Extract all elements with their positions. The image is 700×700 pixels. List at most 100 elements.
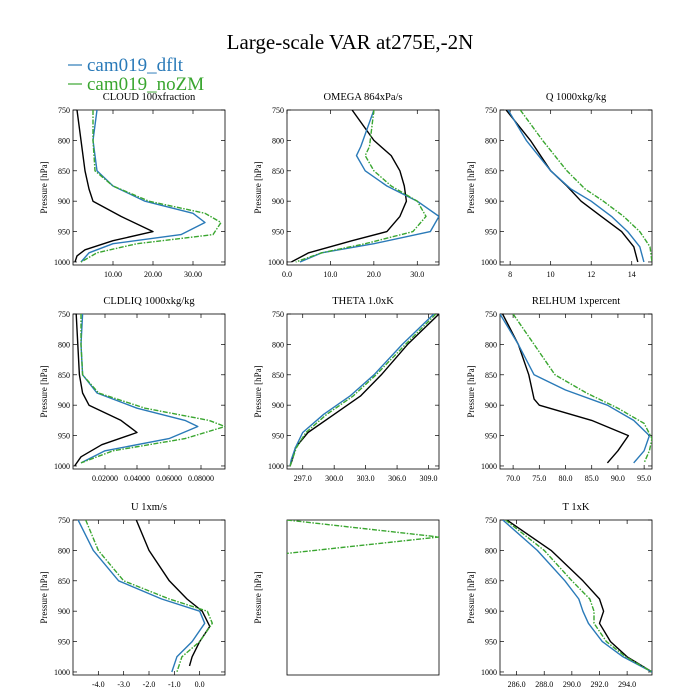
y-tick-label-0-0: 750 <box>58 106 70 115</box>
y-tick-label-1-0: 750 <box>272 106 284 115</box>
y-tick-label-2-5: 1000 <box>481 258 497 267</box>
x-tick-label-2-1: 10 <box>547 270 555 279</box>
y-tick-label-6-1: 800 <box>58 546 70 555</box>
y-tick-label-6-3: 900 <box>58 607 70 616</box>
series-line-5-0 <box>501 314 630 464</box>
y-tick-label-8-1: 800 <box>485 546 497 555</box>
y-tick-label-5-4: 950 <box>485 432 497 441</box>
y-tick-label-3-4: 950 <box>58 432 70 441</box>
series-line-4-2 <box>289 314 437 467</box>
panel-grid: CLOUD 100xfraction 750 800 850 900 950 1000 10.… <box>39 92 653 689</box>
plot-frame-1 <box>286 109 440 266</box>
x-tick-label-1-3: 30.0 <box>410 270 424 279</box>
panel-title-8: T 1xK <box>563 502 590 513</box>
y-tick-label-2-3: 900 <box>485 197 497 206</box>
y-tick-label-1-5: 1000 <box>268 258 284 267</box>
plot-frame-8 <box>499 519 653 676</box>
y-tick-label-2-0: 750 <box>485 106 497 115</box>
y-tick-label-2-4: 950 <box>485 228 497 237</box>
series-line-8-2 <box>505 520 652 673</box>
x-tick-label-2-3: 14 <box>628 270 636 279</box>
plot-frame-3 <box>72 313 226 470</box>
x-tick-label-2-2: 12 <box>587 270 595 279</box>
x-tick-label-6-4: 0.0 <box>195 680 205 689</box>
x-tick-label-1-0: 0.0 <box>282 270 292 279</box>
series-line-3-1 <box>80 314 199 464</box>
series-line-1-2 <box>295 110 427 263</box>
panel-8: T 1xK 750 800 850 900 950 1000 286.0 288.0 290.0 2… <box>466 502 653 689</box>
y-tick-label-3-5: 1000 <box>54 462 70 471</box>
y-tick-label-0-2: 850 <box>58 167 70 176</box>
panel-title-6: U 1xm/s <box>131 502 167 513</box>
y-tick-label-1-1: 800 <box>272 136 284 145</box>
series-line-6-1 <box>77 520 206 673</box>
y-tick-label-1-4: 950 <box>272 228 284 237</box>
series-line-3-2 <box>80 314 225 464</box>
x-tick-label-0-0: 10.00 <box>104 270 122 279</box>
legend-label-0: cam019_dflt <box>87 55 184 76</box>
y-tick-label-0-1: 800 <box>58 136 70 145</box>
x-tick-label-2-0: 8 <box>508 270 512 279</box>
panel-1: OMEGA 864xPa/s 750 800 850 900 950 1000 0.0 10.0… <box>253 92 440 279</box>
series-line-1-1 <box>299 110 439 263</box>
x-tick-label-8-3: 292.0 <box>590 680 608 689</box>
x-tick-label-5-2: 80.0 <box>559 474 573 483</box>
y-tick-label-0-3: 900 <box>58 197 70 206</box>
panel-6: U 1xm/s 750 800 850 900 950 1000 -4.0 -3.0 -2.0 -1… <box>39 502 226 689</box>
x-tick-label-3-0: 0.02000 <box>92 474 118 483</box>
series-line-1-0 <box>290 110 408 263</box>
x-tick-label-4-0: 297.0 <box>294 474 312 483</box>
x-tick-label-3-1: 0.04000 <box>124 474 150 483</box>
y-axis-label-7: Pressure [hPa] <box>253 571 263 623</box>
x-tick-label-5-3: 85.0 <box>585 474 599 483</box>
y-axis-label-2: Pressure [hPa] <box>466 161 476 213</box>
y-tick-label-4-4: 950 <box>272 432 284 441</box>
y-axis-label-0: Pressure [hPa] <box>39 161 49 213</box>
x-tick-label-6-1: -3.0 <box>117 680 130 689</box>
plot-frame-0 <box>72 109 226 266</box>
plot-frame-2 <box>499 109 653 266</box>
x-tick-label-3-3: 0.08000 <box>188 474 214 483</box>
x-tick-label-0-2: 30.00 <box>184 270 202 279</box>
x-tick-label-1-1: 10.0 <box>323 270 337 279</box>
x-tick-label-5-0: 70.0 <box>506 474 520 483</box>
x-tick-label-1-2: 20.0 <box>367 270 381 279</box>
y-tick-label-3-1: 800 <box>58 340 70 349</box>
y-tick-label-2-1: 800 <box>485 136 497 145</box>
x-tick-label-4-2: 303.0 <box>357 474 375 483</box>
panel-title-0: CLOUD 100xfraction <box>103 92 196 103</box>
x-tick-label-5-1: 75.0 <box>532 474 546 483</box>
y-axis-label-3: Pressure [hPa] <box>39 365 49 417</box>
series-line-7-0 <box>287 520 439 555</box>
y-tick-label-5-0: 750 <box>485 310 497 319</box>
y-tick-label-5-5: 1000 <box>481 462 497 471</box>
y-tick-label-8-5: 1000 <box>481 668 497 677</box>
y-tick-label-0-5: 1000 <box>54 258 70 267</box>
panel-2: Q 1000xkg/kg 750 800 850 900 950 1000 8 10 12 14 Pr… <box>466 92 653 279</box>
x-tick-label-6-0: -4.0 <box>92 680 105 689</box>
legend-label-1: cam019_noZM <box>87 74 204 95</box>
x-tick-label-8-1: 288.0 <box>535 680 553 689</box>
x-tick-label-0-1: 20.00 <box>144 270 162 279</box>
y-tick-label-8-2: 850 <box>485 577 497 586</box>
y-axis-label-4: Pressure [hPa] <box>253 365 263 417</box>
y-axis-label-8: Pressure [hPa] <box>466 571 476 623</box>
y-tick-label-5-2: 850 <box>485 371 497 380</box>
series-line-0-1 <box>80 110 206 263</box>
y-tick-label-1-2: 850 <box>272 167 284 176</box>
x-tick-label-8-0: 286.0 <box>508 680 526 689</box>
series-line-4-0 <box>289 314 439 467</box>
y-tick-label-2-2: 850 <box>485 167 497 176</box>
panel-7: Pressure [hPa] <box>253 519 440 676</box>
y-tick-label-4-2: 850 <box>272 371 284 380</box>
y-tick-label-8-3: 900 <box>485 607 497 616</box>
series-line-5-2 <box>512 314 652 464</box>
series-line-8-1 <box>502 520 652 673</box>
y-tick-label-6-2: 850 <box>58 577 70 586</box>
panel-5: RELHUM 1xpercent 750 800 850 900 950 1000 70.0 7… <box>466 296 653 483</box>
series-line-6-2 <box>85 520 213 673</box>
panel-title-4: THETA 1.0xK <box>332 296 394 307</box>
x-tick-label-6-2: -2.0 <box>143 680 156 689</box>
